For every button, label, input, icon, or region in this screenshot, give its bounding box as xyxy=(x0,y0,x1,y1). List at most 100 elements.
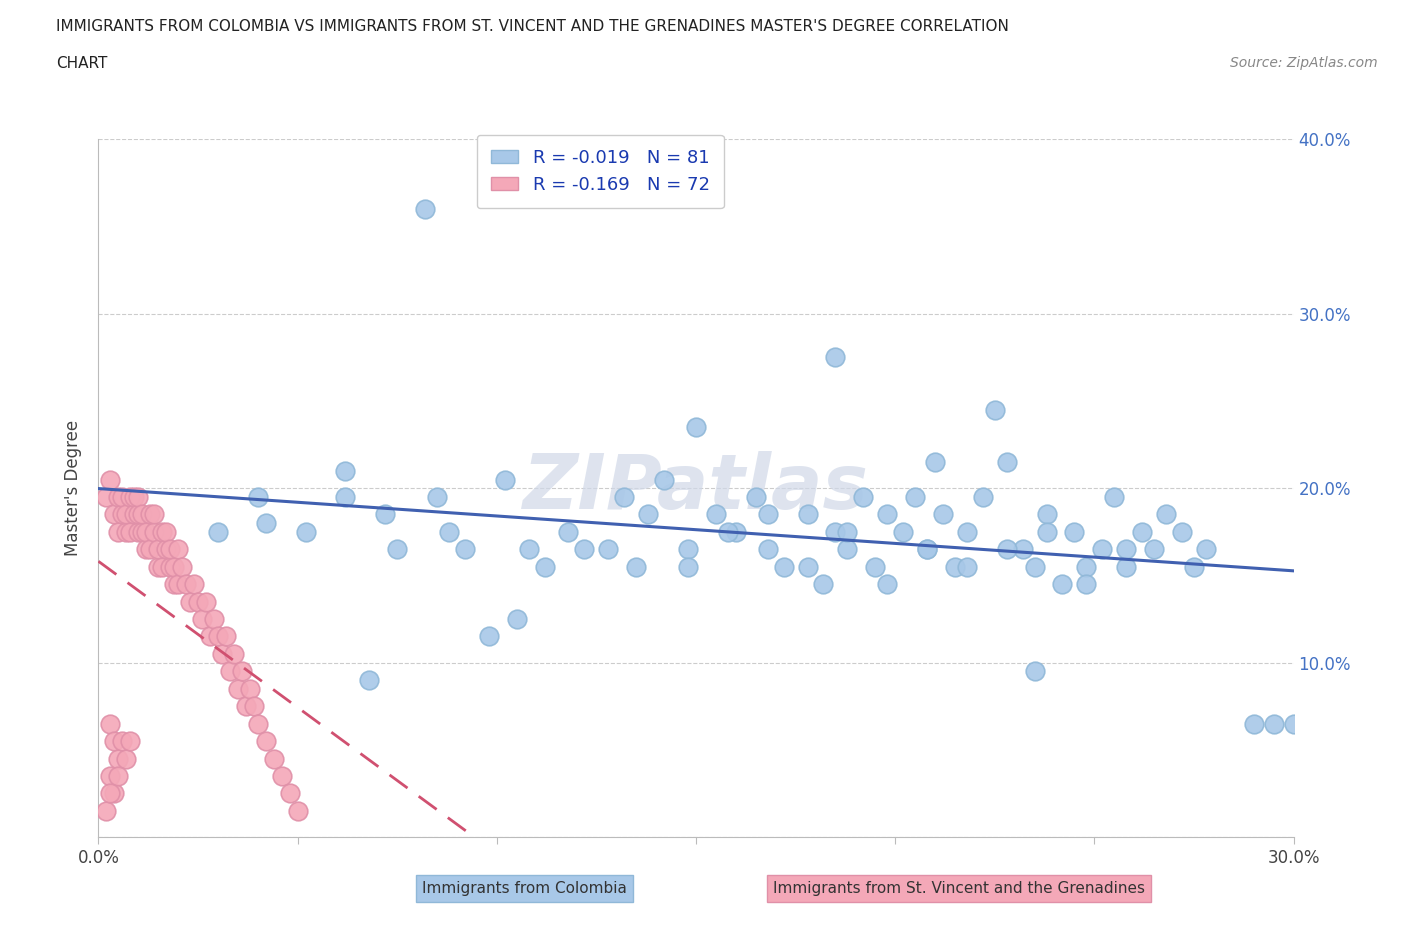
Point xyxy=(1154,507,1177,522)
Point xyxy=(167,577,190,591)
Text: IMMIGRANTS FROM COLOMBIA VS IMMIGRANTS FROM ST. VINCENT AND THE GRENADINES MASTE: IMMIGRANTS FROM COLOMBIA VS IMMIGRANTS F… xyxy=(56,19,1010,33)
Point xyxy=(385,542,409,557)
Text: ZIPatlas: ZIPatlas xyxy=(523,451,869,525)
Point xyxy=(984,403,1007,418)
Point xyxy=(598,542,620,557)
Text: Immigrants from Colombia: Immigrants from Colombia xyxy=(422,881,627,896)
Point xyxy=(135,542,157,557)
Point xyxy=(1011,542,1033,557)
Point xyxy=(1035,507,1057,522)
Point xyxy=(183,577,205,591)
Point xyxy=(824,525,846,539)
Point xyxy=(159,559,181,574)
Point xyxy=(574,542,596,557)
Point xyxy=(103,734,125,749)
Point xyxy=(478,629,501,644)
Point xyxy=(704,507,727,522)
Point xyxy=(1143,542,1166,557)
Point xyxy=(103,786,125,801)
Point xyxy=(943,559,966,574)
Point xyxy=(813,577,835,591)
Point xyxy=(278,786,301,801)
Point xyxy=(235,698,257,713)
Point xyxy=(1063,525,1085,539)
Point xyxy=(243,698,266,713)
Point xyxy=(557,525,579,539)
Point xyxy=(995,455,1018,470)
Point xyxy=(131,525,153,539)
Point xyxy=(187,594,209,609)
Point xyxy=(756,507,779,522)
Point xyxy=(1035,525,1057,539)
Point xyxy=(745,489,768,504)
Point xyxy=(294,525,316,539)
Point xyxy=(915,542,938,557)
Point xyxy=(163,577,186,591)
Point xyxy=(174,577,197,591)
Point xyxy=(100,786,122,801)
Point xyxy=(652,472,675,487)
Point xyxy=(1102,489,1125,504)
Point xyxy=(852,489,875,504)
Point xyxy=(120,489,142,504)
Point xyxy=(494,472,516,487)
Point xyxy=(96,489,118,504)
Point xyxy=(335,463,357,478)
Point xyxy=(111,734,134,749)
Point xyxy=(876,577,898,591)
Point xyxy=(359,672,381,687)
Point xyxy=(179,594,201,609)
Point xyxy=(148,559,170,574)
Point xyxy=(120,525,142,539)
Point xyxy=(198,629,221,644)
Point xyxy=(613,489,636,504)
Point xyxy=(107,768,129,783)
Point xyxy=(120,734,142,749)
Point xyxy=(1115,559,1137,574)
Point xyxy=(837,542,859,557)
Point xyxy=(103,507,125,522)
Point xyxy=(1195,542,1218,557)
Point xyxy=(956,525,979,539)
Point xyxy=(270,768,292,783)
Point xyxy=(1282,716,1305,731)
Point xyxy=(1115,542,1137,557)
Point xyxy=(172,559,194,574)
Point xyxy=(413,202,436,217)
Point xyxy=(637,507,659,522)
Point xyxy=(124,507,146,522)
Point xyxy=(772,559,794,574)
Legend: R = -0.019   N = 81, R = -0.169   N = 72: R = -0.019 N = 81, R = -0.169 N = 72 xyxy=(477,135,724,208)
Point xyxy=(155,525,177,539)
Point xyxy=(863,559,887,574)
Y-axis label: Master's Degree: Master's Degree xyxy=(65,420,83,556)
Point xyxy=(239,682,262,697)
Point xyxy=(124,489,146,504)
Point xyxy=(127,489,149,504)
Point xyxy=(139,542,162,557)
Point xyxy=(676,542,699,557)
Point xyxy=(127,507,149,522)
Text: Immigrants from St. Vincent and the Grenadines: Immigrants from St. Vincent and the Gren… xyxy=(773,881,1146,896)
Point xyxy=(111,489,134,504)
Point xyxy=(972,489,994,504)
Point xyxy=(115,525,138,539)
Point xyxy=(876,507,898,522)
Point xyxy=(195,594,218,609)
Point xyxy=(1024,559,1046,574)
Point xyxy=(100,716,122,731)
Point xyxy=(891,525,914,539)
Point xyxy=(107,525,129,539)
Point xyxy=(932,507,955,522)
Point xyxy=(1263,716,1285,731)
Point xyxy=(246,716,269,731)
Point xyxy=(191,612,214,627)
Point xyxy=(211,646,233,661)
Point xyxy=(287,804,309,818)
Point xyxy=(202,612,225,627)
Point xyxy=(956,559,979,574)
Point xyxy=(127,525,149,539)
Point xyxy=(155,542,177,557)
Point xyxy=(150,525,173,539)
Point xyxy=(150,559,173,574)
